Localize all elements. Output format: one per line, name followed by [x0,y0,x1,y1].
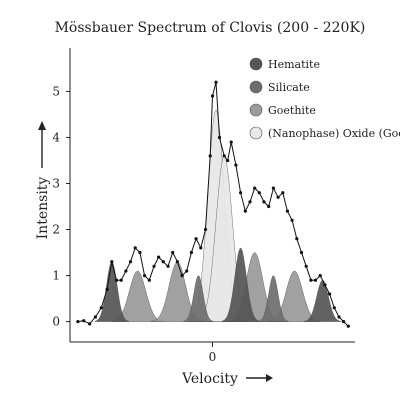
measured-point [199,246,203,250]
component-peak [221,247,260,322]
component-peak [303,279,342,322]
measured-point [285,209,289,213]
measured-points [76,80,350,328]
measured-point [337,315,341,319]
measured-point [239,191,243,195]
measured-point [124,269,128,273]
measured-point [313,278,318,282]
measured-point [257,191,261,195]
measured-point [203,227,208,232]
x-axis-label: Velocity [181,371,238,387]
legend-label: Goethite [268,104,316,117]
y-tick-label: 2 [52,223,60,237]
legend: Hematite Silicate Goethite (Nanophase) Oxid… [249,57,400,140]
measured-point [166,264,170,268]
component-areas [94,109,342,322]
measured-point [180,274,184,278]
measured-point [262,200,266,204]
legend-label: Hematite [268,58,320,71]
measured-point [295,237,299,241]
measured-point [161,260,165,264]
measured-point [299,250,304,255]
measured-point [133,246,137,250]
measured-point [99,306,103,310]
measured-point [304,264,308,268]
measured-point [346,324,350,328]
legend-swatch [249,80,263,94]
legend-swatch [249,126,263,140]
measured-point [185,269,189,273]
y-axis-label-group: Intensity [35,121,51,239]
y-tick-label: 3 [52,176,60,190]
measured-point [243,209,247,213]
measured-point [318,274,322,278]
measured-point [332,306,336,310]
measured-point [138,250,142,255]
measured-point [248,200,252,204]
measured-point [175,260,179,264]
x-axis-arrowhead [266,374,273,382]
measured-point [342,320,346,324]
measured-point [76,320,80,324]
y-ticks: 0 1 2 3 4 5 [52,84,70,329]
measured-point [88,322,92,326]
measured-point [323,283,327,287]
measured-point [147,278,151,282]
y-axis-arrowhead [38,121,46,130]
x-axis-label-group: Velocity [181,371,273,387]
y-tick-label: 1 [52,269,60,283]
measured-point [208,154,212,158]
component-peak [258,275,289,322]
measured-point [309,278,313,282]
y-axis-label: Intensity [35,177,51,240]
component-peak [183,275,214,322]
measured-point [253,186,257,190]
measured-point [143,274,147,278]
legend-label: Silicate [268,81,310,94]
legend-swatch [249,57,263,71]
measured-point [194,237,198,241]
measured-point [217,135,222,140]
chart-title: Mössbauer Spectrum of Clovis (200 - 220K… [55,20,366,36]
measured-point [105,287,109,291]
measured-point [110,260,114,264]
y-tick-label: 5 [52,84,60,98]
measured-point [189,250,193,255]
measured-point [93,315,97,319]
measured-point [328,292,332,296]
measured-point [234,163,238,167]
y-tick-label: 4 [52,130,60,144]
x-ticks: 0 [209,342,217,364]
measured-point [128,260,133,264]
measured-point [210,94,215,98]
measured-point [114,278,119,282]
measured-point [290,218,294,222]
x-tick-label: 0 [209,350,217,364]
measured-point [229,140,233,144]
component-peak [94,261,129,322]
measured-point [119,278,123,282]
measured-point [276,195,280,199]
measured-point [222,154,226,158]
legend-swatch [249,103,263,117]
measured-point [171,250,175,255]
measured-point [267,204,271,209]
measured-point [82,319,86,323]
y-tick-label: 0 [52,315,60,329]
measured-point [152,264,156,268]
legend-label: (Nanophase) Oxide (Goethite) [268,127,400,140]
measured-point [157,255,161,259]
measured-point [271,186,275,190]
measured-point [214,80,218,84]
measured-point [281,191,285,195]
measured-point [226,158,230,163]
